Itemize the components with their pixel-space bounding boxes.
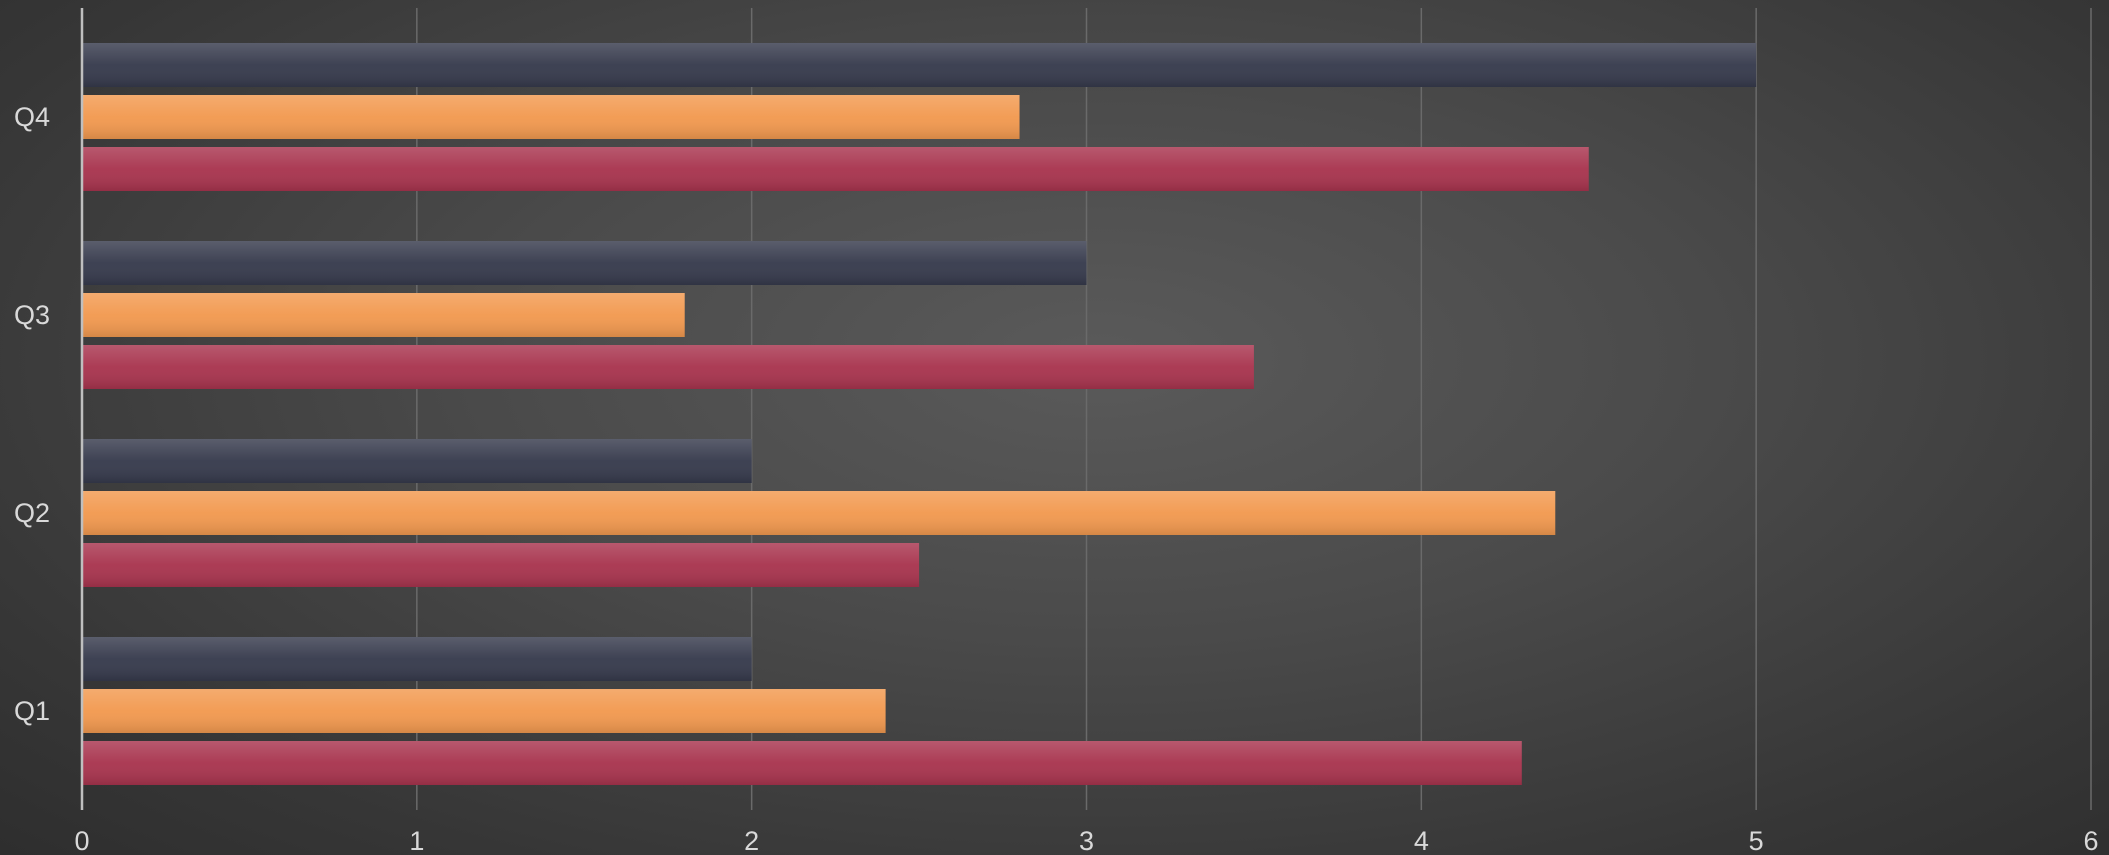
bar-shine [82, 95, 1020, 139]
x-tick-label: 0 [74, 826, 89, 855]
x-tick-label: 1 [409, 826, 424, 855]
bar-shine [82, 543, 920, 587]
bar-shine [82, 741, 1522, 785]
tick-labels: 0 1 2 3 4 5 6 Q1 Q2 Q3 Q4 [14, 102, 2099, 855]
x-tick-label: 5 [1749, 826, 1764, 855]
bar-shine [82, 439, 752, 483]
bar-shine [82, 241, 1087, 285]
bar-shine [82, 491, 1556, 535]
bar-shine [82, 689, 886, 733]
y-tick-label: Q3 [14, 300, 50, 330]
bar-shine [82, 293, 685, 337]
x-tick-label: 2 [744, 826, 759, 855]
x-tick-label: 3 [1079, 826, 1094, 855]
x-tick-label: 6 [2083, 826, 2098, 855]
bar-shine [82, 345, 1254, 389]
bars [82, 43, 1757, 785]
x-tick-label: 4 [1414, 826, 1429, 855]
bar-shine [82, 147, 1589, 191]
y-tick-label: Q2 [14, 498, 50, 528]
bar-shine [82, 43, 1757, 87]
y-tick-label: Q1 [14, 696, 50, 726]
y-tick-label: Q4 [14, 102, 50, 132]
bar-shine [82, 637, 752, 681]
